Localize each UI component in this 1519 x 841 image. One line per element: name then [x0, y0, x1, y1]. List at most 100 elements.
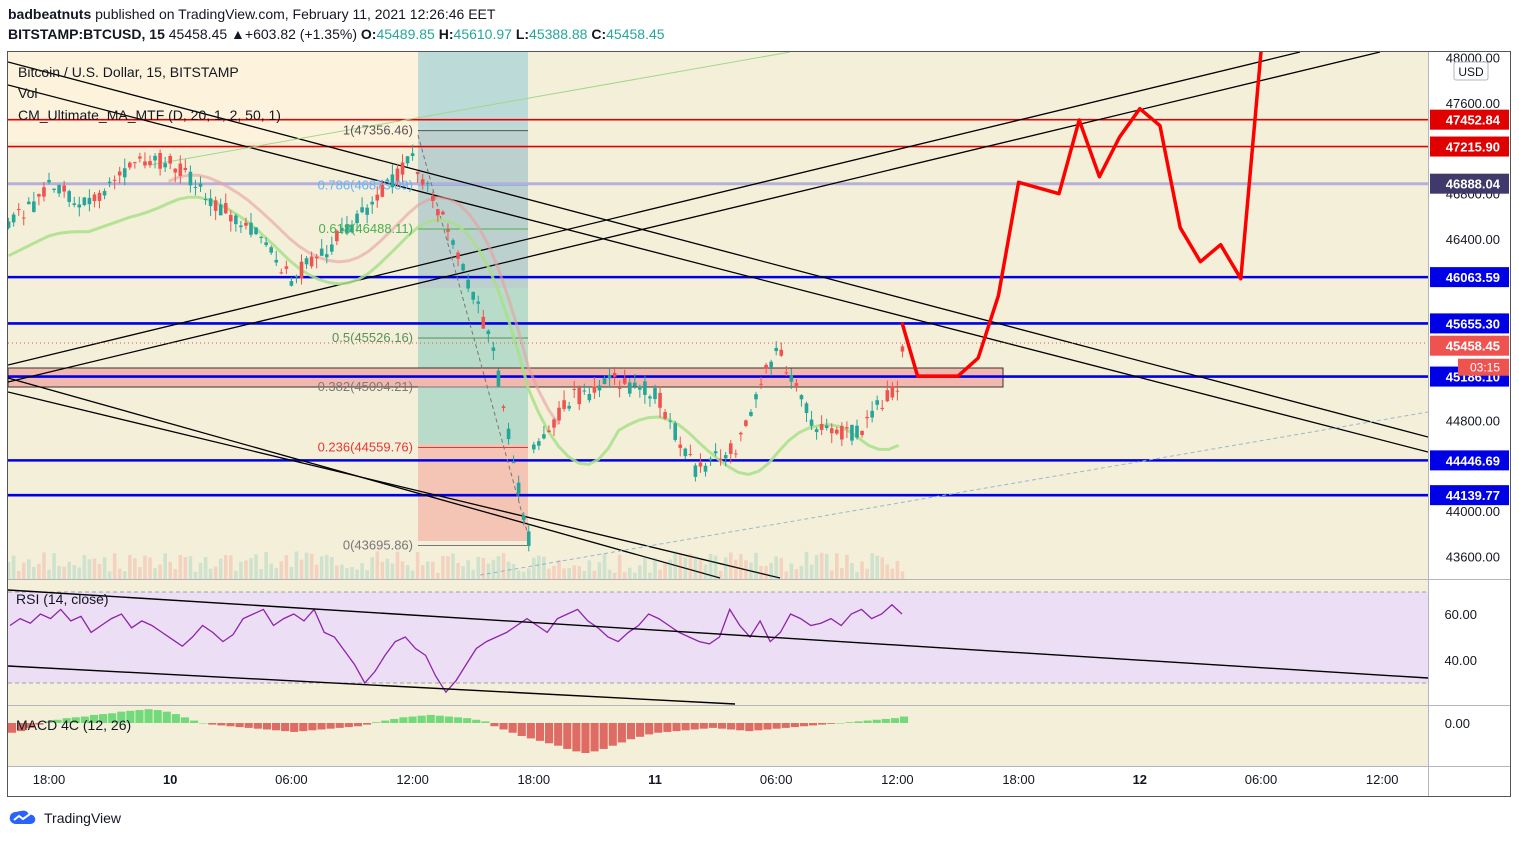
price-tick-label: 47600.00 [1446, 96, 1500, 111]
volume-bar [62, 566, 66, 579]
volume-bar [375, 551, 380, 579]
author-name[interactable]: badbeatnuts [8, 6, 92, 22]
volume-bar [27, 559, 31, 579]
volume-bar [537, 555, 541, 579]
macd-bar [226, 723, 235, 727]
volume-bar [16, 570, 21, 579]
candle-body [638, 386, 642, 390]
volume-bar [552, 565, 556, 579]
volume-bar [749, 562, 753, 579]
candle-body [400, 162, 405, 175]
candle-body [42, 187, 46, 197]
moving-average-line [8, 195, 900, 476]
time-tick-label: 12:00 [396, 772, 429, 787]
candle-body [542, 434, 546, 439]
volume-bar [304, 552, 309, 579]
fib-level-label: 1(47356.46) [343, 123, 413, 138]
volume-bar [193, 571, 198, 579]
volume-bar [466, 560, 470, 579]
volume-bar [713, 555, 718, 579]
macd-bar [317, 723, 326, 730]
macd-bar [244, 723, 253, 728]
macd-bar [854, 721, 863, 723]
candle-body [668, 420, 672, 422]
volume-bar [612, 572, 617, 579]
tradingview-footer[interactable]: TradingView [8, 808, 121, 828]
volume-bar [643, 556, 647, 579]
open-value: 45489.85 [376, 26, 435, 42]
chart-frame [7, 51, 1511, 797]
macd-bar [881, 718, 890, 723]
price-change: ▲+603.82 (+1.35%) [231, 26, 357, 42]
macd-pane[interactable] [8, 706, 1428, 766]
symbol-label: BITSTAMP:BTCUSD, 15 [8, 26, 165, 42]
volume-bar [890, 568, 895, 579]
macd-bar [153, 710, 162, 723]
candle-body [274, 259, 279, 263]
macd-bar [772, 723, 781, 729]
volume-bar [562, 568, 566, 579]
candle-body [501, 406, 506, 409]
currency-badge[interactable] [1453, 61, 1489, 81]
open-label: O: [360, 26, 377, 42]
volume-bar [143, 555, 147, 579]
candle-body [198, 183, 203, 187]
candle-body [870, 410, 874, 418]
macd-bar [381, 720, 390, 723]
candle-body [900, 346, 905, 352]
candle-body [193, 186, 198, 188]
macd-bar [35, 723, 44, 725]
volume-bar [153, 568, 157, 579]
rsi-label: RSI (14, close) [16, 591, 109, 607]
candle-body [117, 171, 122, 176]
time-axis[interactable] [8, 766, 1510, 796]
volume-bar [299, 559, 304, 579]
volume-bar [653, 557, 657, 579]
candle-body [622, 378, 627, 384]
volume-bar [37, 563, 41, 579]
resistance-price-tag: 47215.90 [1446, 140, 1500, 155]
candle-body [491, 347, 496, 351]
time-tick-label: 18:00 [33, 772, 66, 787]
volume-bar [491, 559, 496, 579]
macd-bar [390, 718, 399, 723]
candle-body [643, 381, 647, 395]
macd-bar [717, 723, 727, 729]
volume-bar [92, 558, 97, 579]
candle-body [264, 242, 268, 246]
volume-bar [784, 571, 789, 579]
candle-body [688, 454, 693, 456]
candle-body [37, 194, 41, 197]
macd-bar [17, 723, 26, 732]
fib-level-label: 0.236(44559.76) [318, 440, 413, 455]
low-label: L: [515, 26, 530, 42]
candle-body [845, 427, 849, 429]
candle-body [809, 419, 814, 426]
price-axis[interactable] [1428, 52, 1510, 766]
candle-body [249, 222, 253, 235]
candle-body [451, 240, 455, 245]
volume-bar [582, 571, 587, 579]
volume-bar [678, 555, 683, 579]
macd-bar [144, 709, 153, 723]
volume-bar [693, 556, 698, 579]
currency-label: USD [1458, 65, 1484, 79]
macd-bar [117, 711, 126, 723]
low-value: 45388.88 [529, 26, 588, 42]
time-tick-label: 12 [1133, 772, 1147, 787]
macd-tick-label: 0.00 [1445, 716, 1470, 731]
candle-body [375, 194, 380, 201]
volume-bar [8, 562, 11, 579]
volume-bar [360, 563, 364, 579]
volume-bar [829, 570, 834, 579]
volume-bar [648, 572, 652, 579]
candle-body [784, 372, 789, 374]
support-price-tag: 45655.30 [1446, 316, 1500, 331]
volume-bar [855, 571, 859, 579]
candle-body [309, 256, 314, 267]
volume-bar [860, 561, 864, 579]
volume-bar [67, 561, 71, 579]
volume-bar [496, 556, 501, 579]
candle-body [395, 168, 400, 182]
